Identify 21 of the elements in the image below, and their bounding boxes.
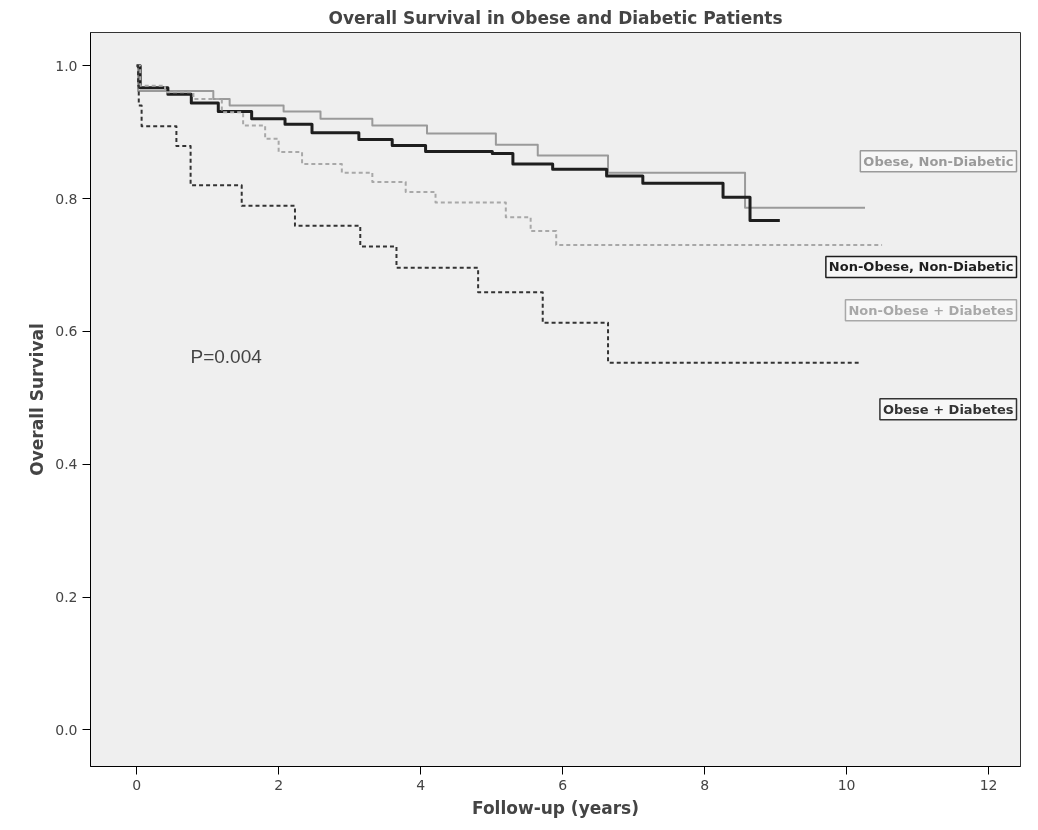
x-tick-label: 8 (700, 776, 710, 793)
x-tick-label: 4 (416, 776, 426, 793)
text: Obese + Diabetes (882, 401, 1014, 417)
x-tick-label: 10 (837, 776, 856, 793)
text: Non-Obese + Diabetes (848, 302, 1014, 318)
y-tick-label: 0.8 (55, 190, 78, 207)
text: Obese, Non-Diabetic (863, 153, 1014, 169)
x-tick-label: 2 (274, 776, 284, 793)
x-axis-title: Follow-up (years) (471, 797, 640, 818)
y-tick-label: 0.2 (55, 589, 78, 606)
y-tick-label: 0.6 (55, 323, 78, 340)
x-tick-label: 12 (979, 776, 998, 793)
y-tick-label: 1.0 (55, 57, 78, 74)
y-tick-label: 0.0 (55, 721, 78, 738)
annotation: P=0.004 (190, 345, 263, 367)
text: Non-Obese, Non-Diabetic (828, 259, 1014, 275)
x-tick-label: 6 (558, 776, 568, 793)
chart-title: Overall Survival in Obese and Diabetic Patients (328, 7, 783, 28)
y-tick-label: 0.4 (55, 456, 78, 473)
y-axis-title: Overall Survival (27, 323, 48, 476)
x-tick-label: 0 (132, 776, 142, 793)
